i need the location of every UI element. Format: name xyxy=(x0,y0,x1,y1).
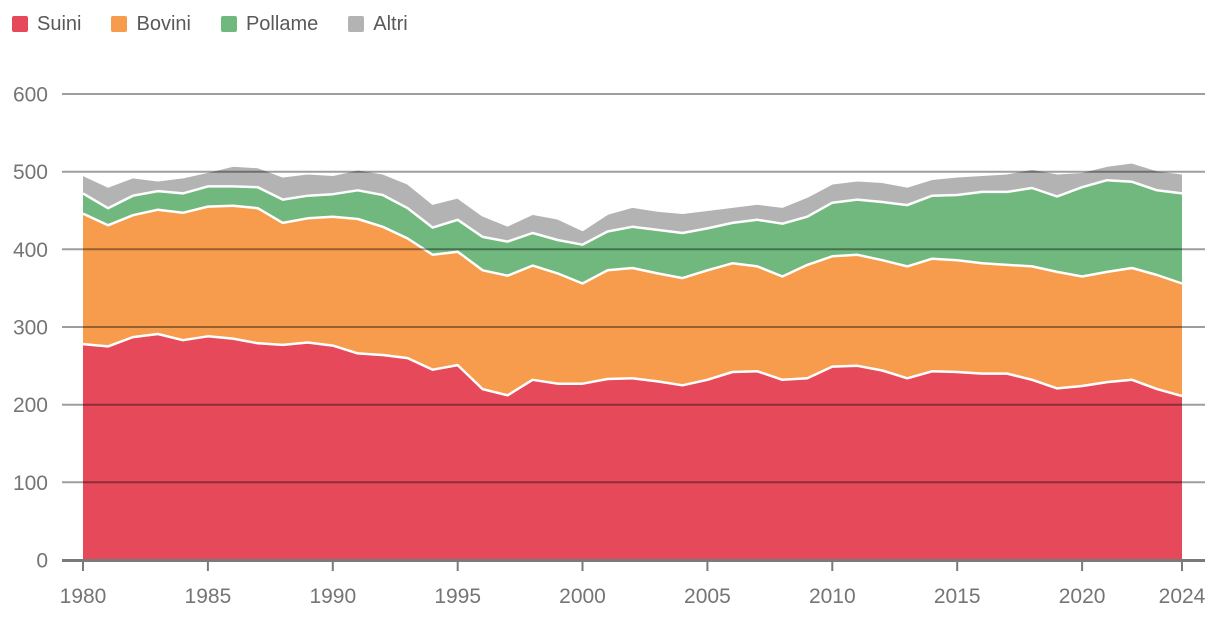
band-outline-altri xyxy=(82,161,1183,232)
legend-swatch-pollame-icon xyxy=(220,16,237,32)
x-tick-label-2020: 2020 xyxy=(1059,585,1106,608)
legend-label-pollame: Pollame xyxy=(245,13,319,35)
legend-item-bovini[interactable]: Bovini xyxy=(111,13,191,35)
x-tick-label-2000: 2000 xyxy=(559,585,606,608)
y-tick-label-500: 500 xyxy=(13,161,48,184)
area-suini xyxy=(83,334,1182,560)
x-tick-label-1990: 1990 xyxy=(309,585,356,608)
legend-swatch-suini-icon xyxy=(12,16,28,32)
x-tick-label-2005: 2005 xyxy=(684,585,731,608)
band-outline-bovini xyxy=(82,204,1183,285)
x-tick-label-1985: 1985 xyxy=(185,585,232,608)
band-outline-suini xyxy=(82,332,1183,398)
legend-swatch-bovini-icon xyxy=(111,16,128,32)
x-tick-label-1980: 1980 xyxy=(60,585,107,608)
legend-swatch-altri-icon xyxy=(348,16,365,32)
y-tick-label-200: 200 xyxy=(13,394,48,417)
legend-item-altri[interactable]: Altri xyxy=(348,13,408,35)
y-tick-label-400: 400 xyxy=(13,239,48,262)
x-tick-label-2010: 2010 xyxy=(809,585,856,608)
y-tick-label-100: 100 xyxy=(13,472,48,495)
chart-legend: Suini Bovini Pollame Altri xyxy=(12,14,408,34)
area-bovini xyxy=(83,205,1182,397)
legend-label-suini: Suini xyxy=(37,13,82,35)
x-tick-label-2024: 2024 xyxy=(1159,585,1206,608)
legend-label-altri: Altri xyxy=(373,13,408,35)
area-altri xyxy=(83,162,1182,245)
x-tick-label-1995: 1995 xyxy=(434,585,481,608)
legend-item-pollame[interactable]: Pollame xyxy=(220,13,319,35)
y-tick-label-0: 0 xyxy=(36,550,48,573)
band-outline-pollame xyxy=(82,178,1183,246)
y-tick-label-300: 300 xyxy=(13,317,48,340)
legend-label-bovini: Bovini xyxy=(136,13,191,35)
legend-item-suini[interactable]: Suini xyxy=(12,14,81,34)
y-tick-label-600: 600 xyxy=(13,84,48,107)
x-tick-label-2015: 2015 xyxy=(934,585,981,608)
